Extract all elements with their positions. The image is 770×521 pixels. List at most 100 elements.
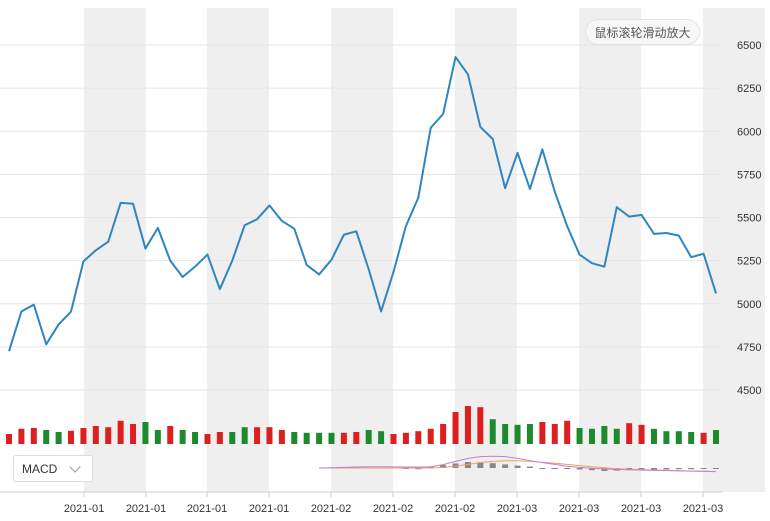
x-axis: 2021-01 2021-01 2021-01 2021-01 2021-02 2021-…	[0, 491, 723, 515]
macd-hist-bar	[526, 466, 533, 468]
volume-bar	[675, 431, 682, 444]
y-axis: 4500 4750 5000 5250 5500 5750 6000 6250 6500	[737, 40, 761, 397]
y-tick-label: 6250	[737, 83, 761, 95]
price-point	[143, 247, 147, 251]
volume-bar	[278, 430, 285, 444]
volume-bar	[551, 424, 558, 444]
volume-bar	[105, 427, 112, 444]
volume-bar	[464, 406, 471, 444]
volume-bar	[55, 432, 62, 444]
macd-hist-bar	[650, 468, 657, 470]
macd-hist-bar	[576, 468, 583, 470]
alternating-bands	[84, 8, 765, 492]
price-point	[640, 213, 644, 217]
volume-bar	[502, 424, 509, 444]
volume-bar	[601, 426, 608, 444]
chevron-down-icon	[69, 461, 81, 473]
volume-bar	[390, 434, 397, 444]
price-point	[404, 224, 408, 228]
price-point	[106, 240, 110, 244]
y-tick-label: 5500	[737, 213, 761, 225]
macd-hist-bar	[440, 465, 447, 468]
x-tick-label: 2021-02	[311, 503, 351, 515]
price-point	[342, 233, 346, 237]
price-point	[305, 263, 309, 267]
volume-bar	[241, 427, 248, 444]
y-tick-label: 4500	[737, 385, 761, 397]
x-tick-label: 2021-02	[435, 503, 475, 515]
x-tick-label: 2021-03	[559, 503, 599, 515]
volume-bar	[316, 432, 323, 444]
volume-bar	[204, 434, 211, 444]
volume-bar	[6, 434, 12, 444]
x-tick-label: 2021-01	[64, 503, 104, 515]
band-5	[703, 8, 765, 492]
x-tick-label: 2021-03	[621, 503, 661, 515]
price-point	[392, 270, 396, 274]
y-tick-label: 5750	[737, 169, 761, 181]
price-point	[615, 205, 619, 209]
price-point	[119, 201, 123, 205]
price-series-line	[8, 56, 717, 352]
volume-bar	[266, 427, 273, 444]
price-point	[454, 55, 458, 59]
price-point	[255, 217, 259, 221]
macd-hist-bar	[675, 468, 682, 470]
volume-bar	[229, 432, 236, 444]
volume-bar	[365, 430, 372, 444]
macd-hist-bar	[477, 462, 484, 468]
y-tick-label: 4750	[737, 342, 761, 354]
price-point	[516, 151, 520, 155]
volume-bar	[92, 426, 99, 444]
volume-bar	[564, 420, 571, 444]
macd-hist-bar	[551, 468, 558, 469]
price-point	[267, 203, 271, 207]
volume-bar	[167, 426, 174, 444]
indicator-select[interactable]: MACD	[13, 455, 93, 482]
volume-bar	[514, 424, 521, 444]
price-point	[354, 229, 358, 233]
volume-bar	[254, 427, 261, 444]
price-point	[714, 291, 718, 295]
volume-bar	[440, 424, 447, 444]
price-point	[602, 265, 606, 269]
x-tick-label: 2021-03	[497, 503, 537, 515]
y-tick-label: 5000	[737, 299, 761, 311]
volume-bar	[117, 420, 124, 444]
y-tick-label: 6500	[737, 40, 761, 52]
volume-bar	[427, 428, 434, 444]
price-point	[81, 259, 85, 263]
volume-bar	[192, 432, 199, 444]
volume-bar	[477, 407, 484, 444]
x-tick-label: 2021-01	[249, 503, 289, 515]
price-point	[491, 137, 495, 141]
y-tick-label: 5250	[737, 256, 761, 268]
volume-bars	[6, 406, 719, 444]
price-point	[19, 310, 23, 314]
band-0	[84, 8, 146, 492]
band-1	[207, 8, 269, 492]
macd-hist-bar	[638, 468, 645, 470]
price-point	[578, 253, 582, 257]
price-point	[280, 219, 284, 223]
volume-bar	[663, 431, 670, 444]
price-point	[367, 267, 371, 271]
price-point	[32, 303, 36, 307]
macd-hist-bar	[514, 465, 521, 468]
x-tick-label: 2021-01	[126, 503, 166, 515]
price-point	[466, 72, 470, 76]
volume-bar	[526, 424, 533, 444]
volume-bar	[626, 423, 633, 444]
price-point	[441, 112, 445, 116]
volume-bar	[539, 422, 546, 444]
price-point	[540, 147, 544, 151]
price-point	[565, 224, 569, 228]
macd-hist-bar	[663, 468, 670, 470]
macd-hist-bar	[539, 468, 546, 469]
volume-bar	[650, 428, 657, 444]
macd-hist-bar	[415, 468, 422, 470]
price-point	[528, 187, 532, 191]
x-tick-label: 2021-01	[187, 503, 227, 515]
